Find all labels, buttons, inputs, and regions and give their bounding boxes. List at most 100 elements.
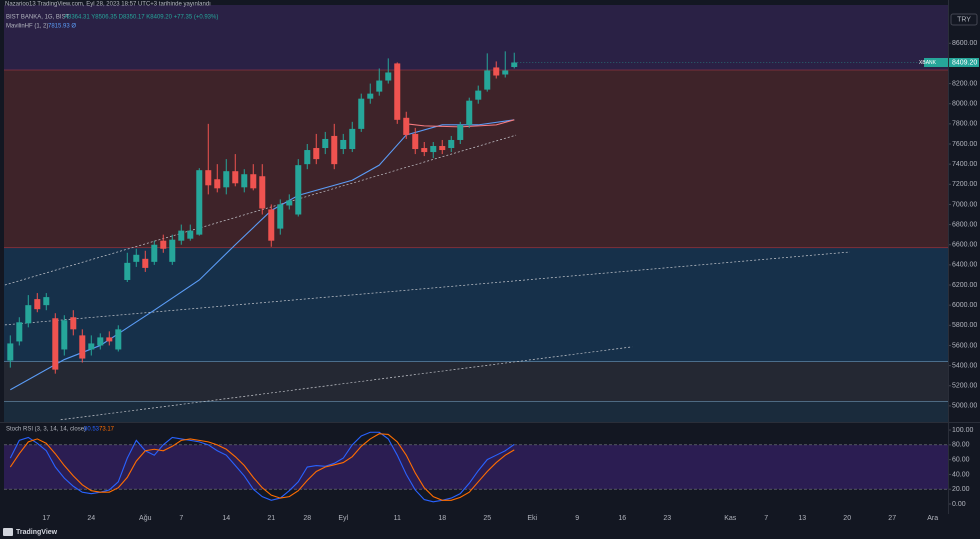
candle-body [232, 171, 239, 184]
x-tick-label: 7 [764, 515, 768, 522]
candle-body [475, 90, 482, 100]
indicator: MavilinHF (1, 2) [6, 24, 48, 30]
plot: XBANK 8409.20 [4, 51, 979, 503]
candle-body [511, 62, 518, 68]
candle-body [412, 133, 419, 150]
candle-body [106, 337, 113, 342]
y-tick-label: 80.00 [952, 442, 970, 449]
x-tick-label: 7 [179, 515, 183, 522]
candle-body [331, 135, 338, 165]
x-tick-label: 23 [663, 515, 671, 522]
y-tick-label: 6000.00 [952, 302, 977, 309]
candle-body [349, 128, 356, 150]
logo [3, 528, 13, 536]
candle-body [115, 329, 122, 350]
y-tick-label: 5600.00 [952, 342, 977, 349]
candle-body [304, 150, 311, 165]
y-tick-label: 7600.00 [952, 141, 977, 148]
candle-body [205, 170, 212, 186]
stoch-d-value: 73.17 [99, 427, 115, 433]
x-tick-label: 25 [483, 515, 491, 522]
candle-body [340, 139, 347, 150]
ohlc: A8364.31 Y8506.35 D8350.17 K8409.20 +77.… [64, 15, 218, 21]
x-tick-label: 18 [438, 515, 446, 522]
x-tick-label: Kas [724, 515, 737, 522]
y-tick-label: 7200.00 [952, 181, 977, 188]
candle-body [187, 230, 194, 239]
candle-body [403, 117, 410, 135]
y-tick-label: 100.00 [952, 427, 974, 434]
x-tick-label: 27 [888, 515, 896, 522]
candle-body [241, 174, 248, 188]
candle-body [7, 343, 14, 361]
y-tick-label: 8200.00 [952, 80, 977, 87]
y-tick-label: 7800.00 [952, 121, 977, 128]
y-tick-label: 0.00 [952, 501, 966, 508]
candle-body [70, 317, 77, 330]
candle-body [16, 322, 23, 342]
x-tick-label: 24 [87, 515, 95, 522]
candle-body [142, 258, 149, 268]
x-tick-label: 16 [618, 515, 626, 522]
x-tick-label: 11 [394, 515, 401, 522]
candle-body [439, 146, 446, 151]
y-tick-label: 5000.00 [952, 403, 977, 410]
y-tick-label: 6600.00 [952, 242, 977, 249]
candle-body [430, 146, 437, 153]
stoch-line [9, 431, 515, 503]
y-tick-label: 7000.00 [952, 201, 977, 208]
y-tick-label: 6800.00 [952, 221, 977, 228]
y-tick-label: 5800.00 [952, 322, 977, 329]
candle-body [322, 138, 329, 149]
candle-body [484, 70, 491, 90]
currency-box[interactable] [950, 13, 978, 26]
candle-body [43, 297, 50, 306]
candle-body [268, 209, 275, 241]
symbol: BIST BANKA, 1G, BIST [6, 15, 70, 21]
candle-body [493, 67, 500, 76]
y-tick-label: 6200.00 [952, 282, 977, 289]
zone [4, 361, 948, 402]
x-tick-label: Eki [527, 515, 537, 522]
candle-body [277, 204, 284, 229]
y-tick-label: 20.00 [952, 486, 970, 493]
y-tick-label: 8600.00 [952, 40, 977, 47]
published: Nazarioo13 TradingView.com, Eyl 28, 2023… [5, 2, 211, 8]
candle-body [79, 335, 86, 359]
y-tick-label: 6400.00 [952, 262, 977, 269]
x-tick-label: 20 [843, 515, 851, 522]
candle-body [178, 230, 185, 241]
candle-body [259, 176, 266, 209]
candle-body [295, 165, 302, 215]
trendline [4, 251, 850, 326]
candle-body [313, 148, 320, 160]
candle-body [34, 299, 41, 310]
currency[interactable]: TRY [957, 16, 971, 23]
x-tick-label: 9 [575, 515, 579, 522]
x-tick-label: 14 [222, 515, 230, 522]
candle-body [385, 72, 392, 81]
x-tick-label: Ağu [139, 515, 152, 522]
candle-body [196, 170, 203, 235]
stoch-k-value: 80.53 [84, 427, 100, 433]
x-tick-label: 17 [42, 515, 50, 522]
candle-body [25, 305, 32, 324]
candle-body [376, 80, 383, 92]
candle-body [466, 100, 473, 125]
x-tick-label: 21 [267, 515, 275, 522]
candle-body [367, 93, 374, 99]
candle-body [421, 148, 428, 153]
x-tick-label: Ara [927, 515, 938, 522]
stoch-band [4, 444, 948, 490]
candle-body [133, 254, 140, 262]
candle-body [286, 200, 293, 206]
y-tick-label: 60.00 [952, 456, 970, 463]
candle-body [52, 318, 59, 370]
candle-body [358, 98, 365, 129]
zone [4, 401, 948, 422]
y-tick-label: 5200.00 [952, 383, 977, 390]
candle-body [250, 174, 257, 189]
indicator-value: 7815.93 Ø [48, 24, 76, 30]
trendline [4, 134, 517, 286]
axes: 5000.00 5200.00 5400.00 5600.00 5800.00 6000.… [42, 40, 977, 522]
